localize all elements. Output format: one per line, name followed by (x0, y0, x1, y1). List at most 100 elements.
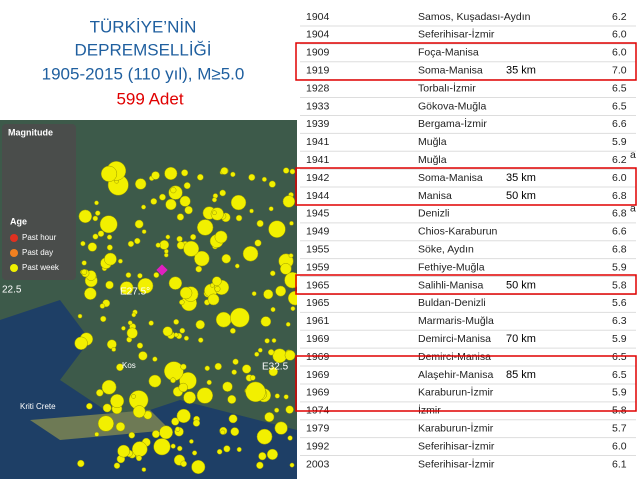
quake-dot (137, 277, 154, 294)
quake-dot (283, 394, 289, 400)
quake-dot (220, 429, 226, 435)
quake-dot (164, 166, 178, 180)
place: Alaşehir-Manisa (418, 369, 493, 381)
place: Karaburun-İzmir (418, 386, 494, 399)
quake-dot (176, 213, 185, 221)
place: Seferihisar-İzmir (418, 28, 495, 41)
place: Marmaris-Muğla (418, 315, 494, 327)
quake-dot (196, 387, 214, 404)
year: 1933 (306, 100, 330, 112)
quake-dot (150, 198, 158, 205)
quake-dot (131, 312, 137, 318)
quake-dot (289, 168, 296, 175)
quake-dot (119, 281, 134, 295)
legend-dot (10, 264, 18, 272)
place: Demirci-Manisa (418, 351, 491, 363)
place: Muğla (418, 136, 447, 148)
place: Fethiye-Muğla (418, 261, 485, 273)
quake-dot (227, 394, 237, 404)
quake-dot (268, 206, 274, 212)
quake-dot (118, 258, 123, 264)
map-label: E32.5 (262, 362, 289, 373)
quake-dot (275, 285, 287, 297)
legend-title: Age (10, 216, 27, 226)
quake-dot (117, 444, 130, 458)
quake-dot (125, 272, 132, 278)
place: İzmir (418, 404, 441, 417)
quake-dot (223, 445, 231, 453)
quake-dot (141, 467, 147, 472)
legend-box (2, 124, 76, 280)
place: Karaburun-İzmir (418, 421, 494, 434)
year: 1961 (306, 315, 330, 327)
highlight-box (295, 42, 637, 81)
year: 1941 (306, 154, 330, 166)
quake-dot (94, 200, 99, 206)
year: 1965 (306, 279, 330, 291)
quake-dot (153, 438, 171, 456)
quake-dot (274, 407, 280, 413)
quake-dot (207, 293, 220, 306)
distance-note: 35 km (506, 172, 536, 184)
distance-note: 50 km (506, 190, 536, 202)
magnitude: 6.0 (612, 29, 627, 41)
quake-dot (99, 303, 106, 309)
place: Salihli-Manisa (418, 279, 484, 291)
magnitude: 5.6 (612, 297, 627, 309)
quake-dot (173, 319, 180, 325)
quake-dot (242, 245, 259, 262)
year: 1992 (306, 440, 330, 452)
quake-dot (230, 427, 240, 436)
quake-dot (164, 252, 169, 258)
quake-dot (115, 422, 126, 432)
quake-dot (102, 403, 112, 413)
magnitude: 6.6 (612, 118, 627, 130)
quake-dot (74, 336, 88, 350)
quake-dot (173, 332, 179, 338)
year: 1969 (306, 333, 330, 345)
year: 1969 (306, 369, 330, 381)
marker (156, 264, 168, 276)
place: Manisa (418, 190, 452, 202)
year: 1969 (306, 387, 330, 399)
place: Torbalı-İzmir (418, 81, 476, 94)
quake-dot (268, 366, 278, 377)
place: Gökova-Muğla (418, 100, 486, 112)
legend-label: Past hour (22, 233, 57, 242)
year: 1979 (306, 422, 330, 434)
quake-dot (138, 351, 148, 361)
quake-dot (141, 204, 147, 210)
quake-dot (95, 210, 101, 216)
quake-dot (111, 347, 117, 352)
quake-dot (179, 327, 186, 334)
title-line: 1905-2015 (110 yıl), M≥5.0 (42, 64, 245, 83)
footnote: a (630, 149, 636, 161)
quake-dot (177, 445, 183, 452)
quake-dot (96, 389, 104, 397)
quake-dot (282, 195, 296, 208)
quake-dot (228, 414, 238, 424)
quake-dot (261, 176, 267, 182)
quake-dot (236, 447, 242, 453)
quake-dot (271, 338, 277, 343)
quake-dot (198, 337, 204, 343)
quake-dot (189, 439, 194, 444)
quake-dot (113, 462, 121, 469)
legend-label: Past week (22, 263, 60, 272)
quake-dot (178, 382, 188, 393)
quake-dot (274, 421, 288, 435)
quake-dot (285, 405, 294, 414)
quake-dot (289, 462, 295, 468)
highlight-box (295, 167, 637, 206)
year: 1969 (306, 351, 330, 363)
magnitude: 6.6 (612, 226, 627, 238)
quake-dot (183, 335, 189, 341)
quake-dot (159, 425, 173, 440)
quake-dot (105, 280, 114, 290)
magnitude: 6.3 (612, 315, 627, 327)
quake-dot (148, 374, 162, 388)
quake-dot (256, 428, 273, 445)
place: Demirci-Manisa (418, 333, 491, 345)
quake-dot (84, 287, 97, 300)
highlight-box (295, 274, 637, 295)
